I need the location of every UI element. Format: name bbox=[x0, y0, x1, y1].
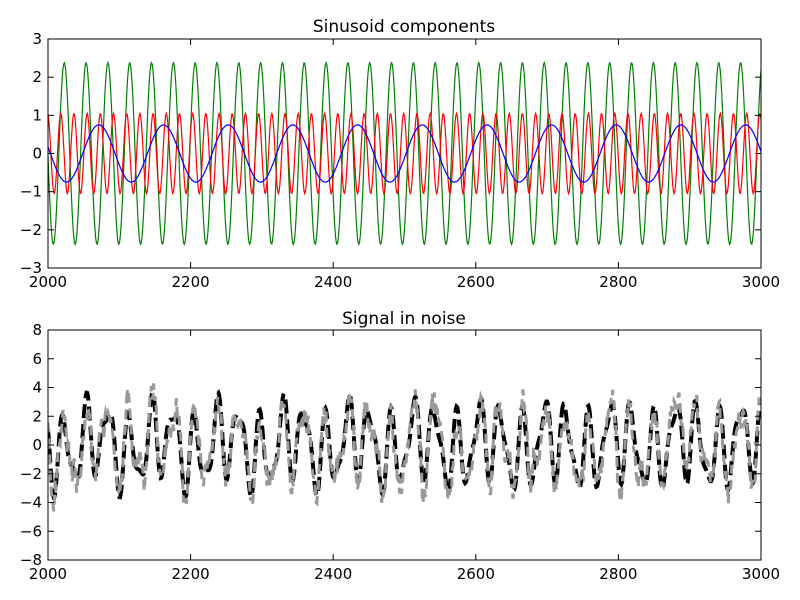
y-tick-label: 6 bbox=[32, 350, 42, 368]
y-tick-label: 0 bbox=[32, 436, 42, 454]
x-tick-label: 2800 bbox=[599, 273, 637, 291]
series-line bbox=[48, 60, 761, 246]
y-tick-label: −4 bbox=[20, 494, 42, 512]
y-tick-label: −1 bbox=[20, 183, 42, 201]
y-tick-label: −6 bbox=[20, 522, 42, 540]
series-group bbox=[48, 383, 761, 512]
x-tick-label: 2200 bbox=[172, 565, 210, 583]
chart-sinusoid-components: Sinusoid components 2000 2200 2400 2600 2800… bbox=[20, 17, 780, 291]
x-tick-label: 2400 bbox=[314, 273, 352, 291]
y-tick-label: 4 bbox=[32, 379, 42, 397]
x-tick-label: 3000 bbox=[742, 565, 780, 583]
y-tick-label: 2 bbox=[32, 68, 42, 86]
x-tick-label: 2200 bbox=[172, 273, 210, 291]
x-tick-label: 3000 bbox=[742, 273, 780, 291]
tick-group: 2000 2200 2400 2600 2800 3000 8 6 4 2 0 −2 −4 −6 −8 bbox=[20, 321, 780, 583]
series-group bbox=[48, 60, 761, 246]
chart-title: Signal in noise bbox=[342, 309, 466, 329]
x-tick-label: 2600 bbox=[457, 273, 495, 291]
y-tick-label: 8 bbox=[32, 321, 42, 339]
y-tick-label: −2 bbox=[20, 221, 42, 239]
y-tick-label: −2 bbox=[20, 465, 42, 483]
x-tick-label: 2600 bbox=[457, 565, 495, 583]
chart-title: Sinusoid components bbox=[313, 17, 495, 37]
y-tick-label: 1 bbox=[32, 106, 42, 124]
series-line bbox=[48, 124, 761, 183]
y-tick-label: 2 bbox=[32, 407, 42, 425]
y-tick-label: −8 bbox=[20, 551, 42, 569]
plot-frame bbox=[47, 38, 762, 269]
x-tick-label: 2800 bbox=[599, 565, 637, 583]
series-line-noisy bbox=[48, 383, 761, 512]
series-line bbox=[48, 111, 761, 196]
y-tick-label: 3 bbox=[32, 30, 42, 48]
y-tick-label: −3 bbox=[20, 259, 42, 277]
plot-frame bbox=[47, 329, 762, 561]
y-tick-label: 0 bbox=[32, 145, 42, 163]
x-tick-label: 2400 bbox=[314, 565, 352, 583]
chart-signal-in-noise: Signal in noise 2000 2200 2400 2600 2800 3000… bbox=[20, 309, 780, 583]
x-tick-label: 2000 bbox=[29, 273, 67, 291]
x-tick-label: 2000 bbox=[29, 565, 67, 583]
